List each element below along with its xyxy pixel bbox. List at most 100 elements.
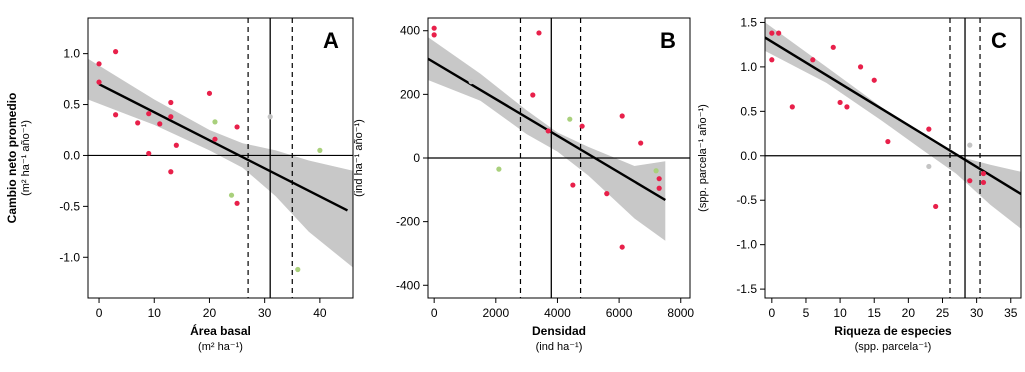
y-tick-label: -1.5 xyxy=(736,282,757,296)
data-point xyxy=(570,182,576,188)
x-tick-label: 40 xyxy=(313,306,327,320)
tick-labels-a: 0 10 20 30 40 -1.0 -0.5 0.0 0.5 1.0 xyxy=(59,47,327,320)
data-point xyxy=(926,163,932,170)
y-tick-label: -0.5 xyxy=(736,193,757,207)
data-point xyxy=(206,90,213,96)
y-axis-unit-a: (m² ha⁻¹ año⁻¹) xyxy=(20,120,32,196)
x-axis-label-c: Riqueza de especies xyxy=(834,324,952,338)
data-point xyxy=(168,169,174,175)
confidence-band xyxy=(765,22,1021,229)
data-point xyxy=(113,49,119,55)
axes-frame-a xyxy=(87,17,354,299)
data-point xyxy=(967,142,973,148)
data-point xyxy=(967,178,973,184)
y-axis-unit-b: (ind ha⁻¹ año⁻¹) xyxy=(353,119,365,197)
x-axis-unit-a: (m² ha⁻¹) xyxy=(198,341,243,353)
y-tick-label: 0.5 xyxy=(740,104,757,118)
confidence-band-c xyxy=(765,22,1021,229)
data-point xyxy=(789,104,795,110)
y-tick-label: 0.5 xyxy=(63,98,80,112)
data-point xyxy=(234,124,240,130)
data-point xyxy=(468,79,474,85)
data-point xyxy=(168,99,174,106)
data-point xyxy=(769,30,775,36)
data-point xyxy=(157,121,163,127)
data-point xyxy=(146,111,152,117)
y-tick-label: -1.0 xyxy=(59,250,80,264)
x-axis-unit-b: (ind ha⁻¹) xyxy=(536,341,583,353)
axes-frame-c xyxy=(764,17,1022,299)
data-point xyxy=(317,147,323,153)
data-points-c xyxy=(769,30,987,210)
panel-label-c: C xyxy=(991,28,1007,53)
data-point xyxy=(267,114,273,120)
data-point xyxy=(619,113,625,119)
data-point xyxy=(96,79,102,85)
x-tick-label: 4000 xyxy=(544,306,571,320)
y-tick-label: 0.0 xyxy=(740,149,757,163)
data-point xyxy=(926,126,932,132)
y-tick-label: -200 xyxy=(396,215,420,229)
panel-c: 0 5 10 15 20 25 30 35 -1.5 -1.0 -0.5 0.0 0.5 1.0 1.5 C… xyxy=(697,15,1022,353)
x-axis-label-b: Densidad xyxy=(532,324,586,338)
data-point xyxy=(653,168,659,174)
x-axis-label-a: Área basal xyxy=(190,323,251,338)
x-tick-label: 6000 xyxy=(606,306,633,320)
data-point xyxy=(830,44,836,50)
data-point xyxy=(536,30,542,36)
data-point xyxy=(980,170,987,177)
x-tick-label: 30 xyxy=(258,306,272,320)
x-tick-label: 0 xyxy=(96,306,103,320)
data-point xyxy=(579,123,585,129)
x-tick-label: 25 xyxy=(936,306,950,320)
x-tick-label: 0 xyxy=(768,306,775,320)
data-point xyxy=(431,32,437,38)
data-point xyxy=(871,77,877,83)
panel-a: 0 10 20 30 40-1.0-0.50.00.51.0 A Área basal … xyxy=(5,17,354,353)
data-point xyxy=(168,114,174,120)
y-axis-label-a: Cambio neto promedio xyxy=(5,93,19,224)
data-points-b xyxy=(431,25,662,250)
panel-label-b: B xyxy=(660,28,676,53)
reference-lines-a xyxy=(88,18,353,298)
plot-border xyxy=(764,17,1022,299)
confidence-band-a xyxy=(88,58,353,268)
y-tick-label: 200 xyxy=(400,87,420,101)
data-point xyxy=(604,191,610,197)
y-tick-label: 0.0 xyxy=(63,148,80,162)
plot-border xyxy=(87,17,354,299)
data-point xyxy=(146,150,152,157)
data-point xyxy=(228,192,235,198)
data-point xyxy=(769,57,775,63)
data-point xyxy=(638,140,644,146)
data-point xyxy=(980,179,987,186)
data-point xyxy=(776,30,782,36)
y-tick-label: 400 xyxy=(400,24,420,38)
x-tick-label: 35 xyxy=(1004,306,1018,320)
x-tick-label: 2000 xyxy=(482,306,509,320)
data-point xyxy=(885,138,891,145)
tick-labels-b: 0 2000 4000 6000 8000 -400 -200 0 200 400 xyxy=(396,24,694,320)
data-point xyxy=(173,142,179,148)
x-axis-unit-c: (spp. parcela⁻¹) xyxy=(855,341,932,353)
data-point xyxy=(810,57,816,63)
x-tick-label: 5 xyxy=(803,306,810,320)
data-point xyxy=(212,119,218,125)
data-point xyxy=(567,116,573,122)
y-tick-label: 1.0 xyxy=(63,47,80,61)
x-tick-label: 10 xyxy=(833,306,847,320)
confidence-band-b xyxy=(428,37,666,241)
y-tick-label: -400 xyxy=(396,278,420,292)
x-tick-label: 30 xyxy=(970,306,984,320)
data-point xyxy=(212,136,218,142)
regression-line-c xyxy=(765,36,1021,196)
data-point xyxy=(530,92,536,98)
y-tick-label: -0.5 xyxy=(59,199,80,213)
tick-labels-c: 0 5 10 15 20 25 30 35 -1.5 -1.0 -0.5 0.0 0.5 1.0 1.5 xyxy=(736,15,1017,320)
panel-b: 0 2000 4000 6000 8000 -400 -200 0 200 400 B Densi… xyxy=(353,17,694,353)
regression-line-a xyxy=(98,83,349,212)
data-point xyxy=(496,166,502,172)
reference-lines-c xyxy=(765,18,1021,298)
x-tick-label: 8000 xyxy=(667,306,694,320)
confidence-band xyxy=(88,58,353,268)
